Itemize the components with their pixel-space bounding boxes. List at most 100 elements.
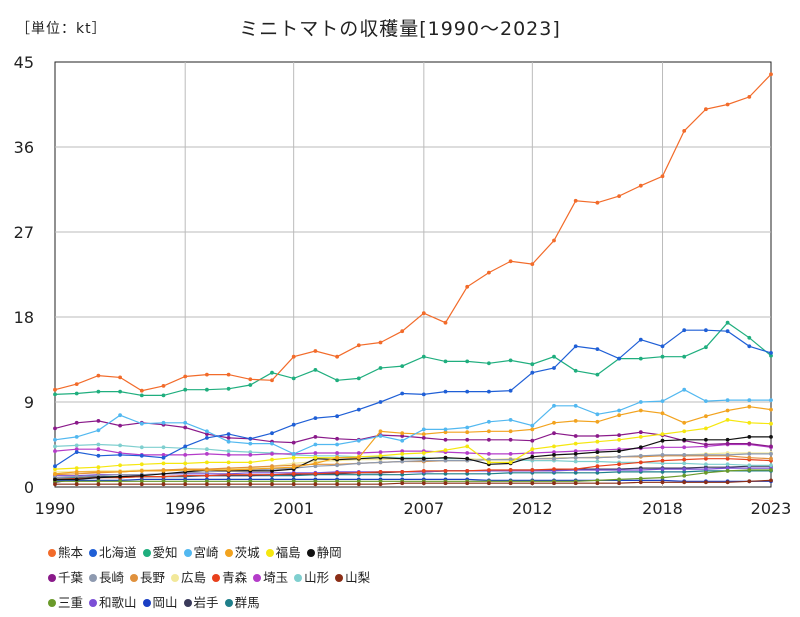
legend-label: 岡山 xyxy=(152,595,178,610)
data-point xyxy=(248,450,253,454)
data-point xyxy=(139,388,144,393)
data-point xyxy=(704,414,708,419)
data-point xyxy=(465,437,470,442)
data-point xyxy=(118,389,122,394)
data-point xyxy=(508,437,513,442)
legend-label: 長野 xyxy=(140,570,166,585)
data-point xyxy=(118,423,122,428)
data-point xyxy=(400,449,405,453)
legend-item: 青森 xyxy=(212,567,247,586)
data-point xyxy=(487,361,491,366)
data-point xyxy=(53,426,57,431)
data-point xyxy=(139,453,144,458)
data-point xyxy=(313,416,318,420)
legend-swatch xyxy=(142,549,151,557)
data-point xyxy=(465,425,470,430)
data-point xyxy=(205,452,209,456)
data-point xyxy=(74,447,79,452)
data-point xyxy=(660,344,665,349)
series-line xyxy=(55,478,771,482)
data-point xyxy=(725,329,730,334)
data-point xyxy=(725,469,730,473)
x-tick-label: 2007 xyxy=(403,499,444,518)
data-point xyxy=(248,479,253,484)
data-point xyxy=(183,425,188,430)
legend-item: 熊本 xyxy=(48,542,83,561)
data-point xyxy=(465,359,470,364)
data-point xyxy=(552,366,556,370)
data-point xyxy=(161,393,166,398)
data-point xyxy=(421,456,426,461)
data-point xyxy=(313,455,318,460)
data-point xyxy=(617,413,621,418)
data-point xyxy=(139,479,144,484)
legend-swatch xyxy=(48,549,56,557)
data-point xyxy=(530,481,535,486)
legend-label: 福島 xyxy=(275,545,301,560)
data-point xyxy=(443,359,448,364)
legend-label: 三重 xyxy=(58,595,84,610)
data-point xyxy=(573,459,578,464)
legend-swatch xyxy=(224,599,233,607)
data-point xyxy=(530,362,535,367)
data-point xyxy=(682,480,687,485)
y-tick-label: 45 xyxy=(14,53,34,72)
data-point xyxy=(205,479,209,484)
x-tick-label: 2018 xyxy=(642,499,683,518)
series-line xyxy=(54,443,772,456)
data-point xyxy=(139,445,144,450)
data-point xyxy=(487,270,491,275)
data-point xyxy=(378,366,383,370)
data-point xyxy=(595,419,600,424)
legend-swatch xyxy=(48,574,56,582)
data-point xyxy=(638,468,643,472)
data-point xyxy=(747,455,752,460)
data-point xyxy=(248,472,253,477)
data-point xyxy=(53,477,57,482)
data-point xyxy=(53,444,57,449)
data-point xyxy=(660,438,665,443)
data-point xyxy=(465,456,470,461)
data-point xyxy=(638,400,643,404)
data-point xyxy=(682,354,687,359)
data-point xyxy=(573,344,578,349)
data-point xyxy=(725,408,730,413)
legend-item: 福島 xyxy=(265,542,301,561)
data-point xyxy=(139,393,144,398)
data-point xyxy=(682,387,687,392)
data-point xyxy=(769,351,773,355)
data-point xyxy=(682,129,687,133)
data-point xyxy=(660,461,665,466)
data-point xyxy=(747,420,752,425)
data-point xyxy=(291,376,296,381)
data-point xyxy=(530,423,535,428)
data-point xyxy=(595,455,600,460)
data-point xyxy=(161,455,166,460)
data-point xyxy=(335,455,339,460)
data-point xyxy=(508,418,513,422)
data-point xyxy=(552,444,556,449)
data-point xyxy=(291,479,296,484)
data-point xyxy=(682,437,687,442)
data-point xyxy=(747,398,752,402)
data-point xyxy=(704,470,708,475)
data-point xyxy=(747,435,752,439)
series-line xyxy=(55,479,772,485)
data-point xyxy=(704,453,708,457)
series-line xyxy=(54,443,771,466)
data-point xyxy=(552,431,556,436)
data-point xyxy=(508,358,513,363)
data-point xyxy=(443,481,448,486)
legend-label: 山形 xyxy=(304,570,330,585)
data-point xyxy=(205,387,209,392)
data-point xyxy=(248,377,253,382)
data-point xyxy=(508,452,513,456)
data-point xyxy=(617,454,621,459)
data-point xyxy=(660,470,665,474)
legend-swatch xyxy=(212,574,221,582)
data-point xyxy=(205,372,209,377)
data-point xyxy=(335,378,339,383)
data-point xyxy=(421,392,426,397)
data-point xyxy=(74,391,79,396)
data-point xyxy=(704,442,708,447)
